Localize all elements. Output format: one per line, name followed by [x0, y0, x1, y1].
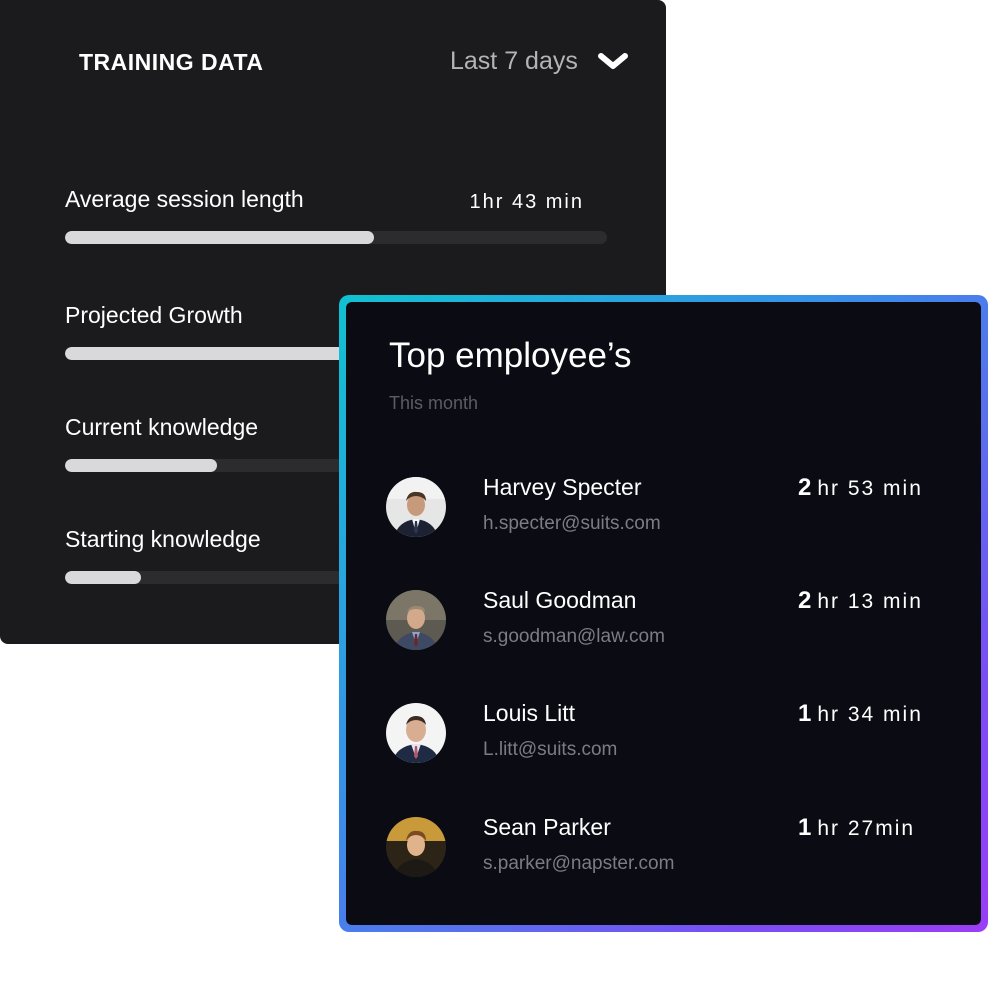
- time-hours: 2: [798, 587, 812, 614]
- employee-email: L.litt@suits.com: [483, 739, 618, 760]
- employee-row[interactable]: Louis Litt L.litt@suits.com 1 hr 34 min: [386, 700, 966, 764]
- employee-name: Louis Litt: [483, 700, 576, 726]
- metric-value: 1hr 43 min: [469, 191, 584, 213]
- time-rest: hr 27min: [817, 817, 916, 840]
- employee-email: h.specter@suits.com: [483, 513, 661, 534]
- employee-name: Harvey Specter: [483, 474, 642, 500]
- time-rest: hr 13 min: [817, 590, 923, 613]
- time-rest: hr 53 min: [817, 477, 923, 500]
- employee-row[interactable]: Saul Goodman s.goodman@law.com 2 hr 13 mi…: [386, 587, 966, 651]
- progress-track: [65, 231, 607, 244]
- user-avatar: [386, 817, 446, 877]
- training-data-title: TRAINING DATA: [79, 49, 264, 75]
- time-hours: 1: [798, 814, 812, 841]
- employee-name: Saul Goodman: [483, 587, 637, 613]
- employee-email: s.goodman@law.com: [483, 626, 665, 647]
- progress-fill: [65, 459, 217, 472]
- date-range-dropdown[interactable]: Last 7 days: [450, 45, 628, 77]
- user-avatar: [386, 590, 446, 650]
- employee-name: Sean Parker: [483, 814, 611, 840]
- top-employees-panel: Top employee’s This month Harvey Specter…: [346, 302, 981, 925]
- metric-label: Projected Growth: [65, 302, 243, 328]
- top-employees-subtitle: This month: [389, 393, 479, 413]
- time-hours: 1: [798, 700, 812, 727]
- employee-row[interactable]: Sean Parker s.parker@napster.com 1 hr 27m…: [386, 814, 966, 878]
- date-range-label: Last 7 days: [450, 46, 578, 75]
- employee-time: 1 hr 27min: [798, 814, 915, 842]
- top-employees-card: Top employee’s This month Harvey Specter…: [339, 295, 988, 932]
- employee-time: 2 hr 13 min: [798, 587, 923, 615]
- employee-email: s.parker@napster.com: [483, 853, 675, 874]
- employee-row[interactable]: Harvey Specter h.specter@suits.com 2 hr 5…: [386, 474, 966, 538]
- progress-fill: [65, 231, 374, 244]
- time-hours: 2: [798, 474, 812, 501]
- time-rest: hr 34 min: [817, 703, 923, 726]
- user-avatar: [386, 703, 446, 763]
- user-avatar: [386, 477, 446, 537]
- metric-label: Average session length: [65, 186, 304, 212]
- employee-time: 2 hr 53 min: [798, 474, 923, 502]
- metric-label: Starting knowledge: [65, 526, 261, 552]
- employee-time: 1 hr 34 min: [798, 700, 923, 728]
- metric-label: Current knowledge: [65, 414, 259, 440]
- chevron-down-icon: [597, 53, 628, 69]
- top-employees-title: Top employee’s: [389, 336, 632, 375]
- progress-fill: [65, 571, 141, 584]
